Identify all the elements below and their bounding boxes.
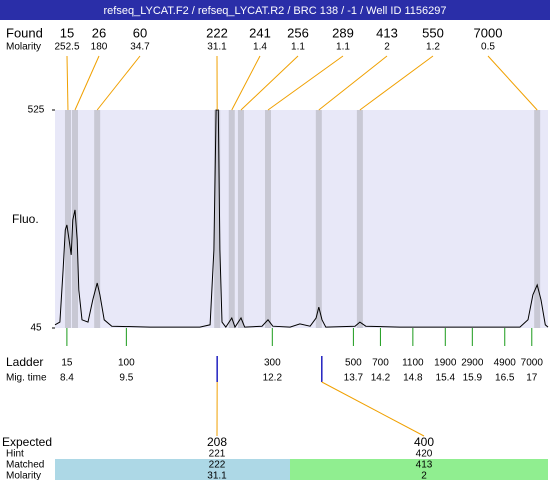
peak-band (65, 110, 71, 328)
found-molarity: 1.1 (291, 42, 305, 53)
expected-row-label: Expected (2, 435, 52, 449)
found-molarity: 252.5 (54, 42, 79, 53)
found-molarity: 1.2 (426, 42, 440, 53)
found-size: 289 (332, 25, 354, 40)
found-size: 7000 (474, 25, 503, 40)
peak-band (316, 110, 322, 328)
found-molarity: 1.1 (336, 42, 350, 53)
found-molarity: 0.5 (481, 42, 495, 53)
found-size: 26 (92, 25, 106, 40)
y-tick-label: 45 (30, 323, 42, 334)
ladder-mig-time: 14.8 (403, 373, 423, 384)
expected-value: 221 (209, 449, 226, 460)
expected-row-label: Matched (6, 460, 44, 471)
molarity-label: Molarity (6, 42, 41, 53)
ladder-size: 7000 (521, 358, 544, 369)
ladder-mig-time: 14.2 (371, 373, 391, 384)
expected-value: 400 (414, 435, 434, 449)
leader-line (268, 56, 343, 110)
ladder-size: 100 (118, 358, 135, 369)
expected-row-label: Hint (6, 449, 24, 460)
ladder-size: 15 (61, 358, 73, 369)
expected-row-label: Molarity (6, 471, 41, 480)
y-label: Fluo. (12, 212, 39, 226)
expected-value: 31.1 (207, 471, 227, 480)
found-size: 550 (422, 25, 444, 40)
ladder-mig-time: 15.4 (436, 373, 456, 384)
found-molarity: 34.7 (130, 42, 150, 53)
ladder-size: 1900 (434, 358, 457, 369)
found-size: 222 (206, 25, 228, 40)
ladder-mig-time: 16.5 (495, 373, 515, 384)
found-size: 241 (249, 25, 271, 40)
expected-value: 413 (416, 460, 433, 471)
expected-value: 420 (416, 449, 433, 460)
ladder-size: 500 (345, 358, 362, 369)
ladder-size: 700 (372, 358, 389, 369)
ladder-label: Ladder (6, 355, 43, 369)
peak-band (238, 110, 244, 328)
ladder-mig-time: 12.2 (263, 373, 283, 384)
expected-leader (322, 382, 424, 436)
peak-band (229, 110, 235, 328)
found-molarity: 31.1 (207, 42, 227, 53)
found-size: 256 (287, 25, 309, 40)
expected-value: 222 (209, 460, 226, 471)
matched-bg (55, 459, 290, 480)
mig-label: Mig. time (6, 373, 47, 384)
leader-line (319, 56, 387, 110)
expected-value: 208 (207, 435, 227, 449)
y-tick-label: 525 (28, 105, 45, 116)
peak-band (357, 110, 363, 328)
found-molarity: 180 (91, 42, 108, 53)
ladder-mig-time: 9.5 (119, 373, 133, 384)
found-size: 15 (60, 25, 74, 40)
ladder-size: 2900 (461, 358, 484, 369)
expected-value: 2 (421, 471, 427, 480)
ladder-size: 4900 (494, 358, 517, 369)
leader-line (75, 56, 99, 110)
ladder-mig-time: 15.9 (463, 373, 483, 384)
peak-band (94, 110, 100, 328)
leader-line (360, 56, 433, 110)
ladder-mig-time: 13.7 (344, 373, 364, 384)
header-title: refseq_LYCAT.F2 / refseq_LYCAT.R2 / BRC … (104, 5, 447, 17)
leader-line (488, 56, 537, 110)
found-size: 60 (133, 25, 147, 40)
ladder-mig-time: 17 (526, 373, 538, 384)
leader-line (232, 56, 260, 110)
found-molarity: 2 (384, 42, 390, 53)
ladder-size: 300 (264, 358, 281, 369)
plot-area (55, 110, 548, 328)
leader-line (241, 56, 298, 110)
found-label: Found (6, 25, 43, 40)
ladder-mig-time: 8.4 (60, 373, 74, 384)
leader-line (67, 56, 68, 110)
peak-band (534, 110, 540, 328)
found-molarity: 1.4 (253, 42, 267, 53)
ladder-size: 1100 (402, 358, 424, 369)
found-size: 413 (376, 25, 398, 40)
peak-band (265, 110, 271, 328)
leader-line (97, 56, 140, 110)
